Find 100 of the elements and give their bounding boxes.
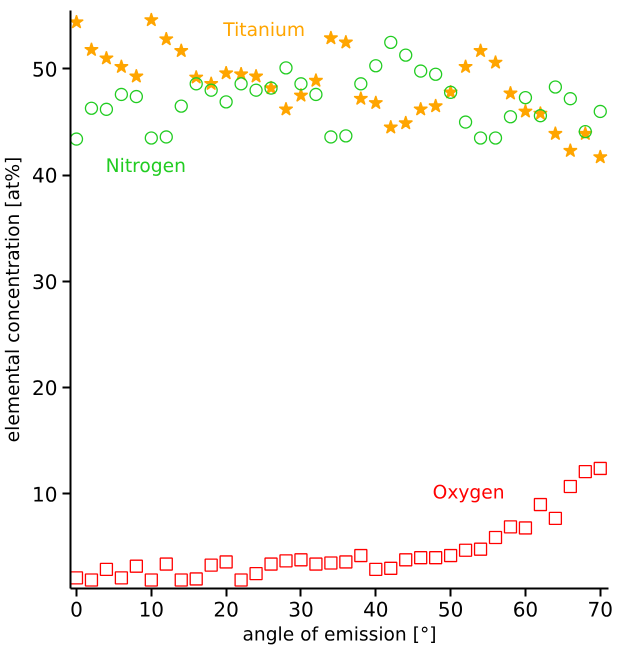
x-tick-label: 60 <box>512 598 538 622</box>
point <box>114 59 129 74</box>
point <box>249 566 263 580</box>
series-label: Nitrogen <box>106 156 186 178</box>
point <box>338 34 354 49</box>
point <box>99 50 114 65</box>
point <box>413 102 428 116</box>
point <box>84 42 99 56</box>
point <box>144 573 158 587</box>
point <box>204 558 218 572</box>
point <box>308 72 324 87</box>
point <box>339 555 353 569</box>
point <box>488 530 502 544</box>
point <box>368 95 384 110</box>
point <box>219 555 233 569</box>
point <box>594 462 607 476</box>
point <box>264 557 278 571</box>
x-tick-label: 30 <box>288 598 314 622</box>
point <box>414 551 428 564</box>
point <box>518 521 532 535</box>
point <box>219 95 233 109</box>
point <box>594 104 607 118</box>
point <box>504 520 518 534</box>
point <box>84 102 98 115</box>
x-tick-label: 40 <box>363 598 389 622</box>
point <box>294 77 308 90</box>
point <box>190 572 203 586</box>
y-tick-label: 20 <box>32 376 58 400</box>
x-axis-title: angle of emission [°] <box>242 624 437 646</box>
point <box>428 98 443 112</box>
point <box>563 143 578 158</box>
point <box>174 99 188 113</box>
point <box>354 77 368 90</box>
point <box>174 43 189 58</box>
point <box>190 77 203 90</box>
point <box>444 548 458 562</box>
x-tick-label: 20 <box>213 598 239 622</box>
point <box>548 126 563 140</box>
point <box>100 562 114 576</box>
point <box>294 88 308 102</box>
point <box>309 88 323 102</box>
point <box>278 102 294 116</box>
y-tick-label: 50 <box>32 57 58 82</box>
point <box>294 553 308 566</box>
point <box>384 562 398 575</box>
point <box>399 48 412 62</box>
point <box>129 68 144 83</box>
point <box>474 542 488 556</box>
point <box>324 556 338 570</box>
point <box>100 102 114 116</box>
x-tick-label: 50 <box>438 598 464 622</box>
point <box>458 115 472 129</box>
point <box>70 571 84 585</box>
point <box>592 149 608 164</box>
x-tick-label: 10 <box>138 598 164 622</box>
point <box>114 571 128 585</box>
point <box>158 32 174 46</box>
point <box>369 59 382 72</box>
point <box>144 131 158 145</box>
point <box>339 129 353 143</box>
point <box>309 557 323 571</box>
point <box>399 553 412 566</box>
point <box>130 560 143 573</box>
point <box>234 77 248 90</box>
y-axis-title: elemental concentration [at%] <box>3 156 24 442</box>
point <box>458 59 473 74</box>
point <box>534 498 548 512</box>
point <box>279 554 293 568</box>
point <box>488 131 502 145</box>
y-tick-label: 30 <box>32 270 58 294</box>
point <box>398 115 414 130</box>
point <box>564 480 577 494</box>
point <box>160 130 173 144</box>
point <box>488 54 503 69</box>
point <box>218 66 234 80</box>
point <box>474 131 488 145</box>
series-label: Oxygen <box>432 482 505 504</box>
point <box>70 14 84 28</box>
series-label: Titanium <box>222 20 306 42</box>
point <box>160 557 173 571</box>
point <box>279 61 293 75</box>
point <box>383 120 398 134</box>
point <box>174 573 188 587</box>
point <box>518 90 532 104</box>
point <box>354 548 368 562</box>
point <box>354 91 368 105</box>
x-tick-label: 0 <box>70 598 83 622</box>
point <box>564 92 577 106</box>
point <box>414 64 428 78</box>
point <box>130 90 143 104</box>
point <box>144 12 159 26</box>
point <box>548 512 562 526</box>
point <box>84 573 98 587</box>
point <box>324 30 338 44</box>
point <box>578 464 592 478</box>
point <box>518 104 533 118</box>
point <box>504 110 518 124</box>
point <box>369 562 382 576</box>
point <box>249 84 263 97</box>
y-tick-label: 10 <box>32 482 58 506</box>
